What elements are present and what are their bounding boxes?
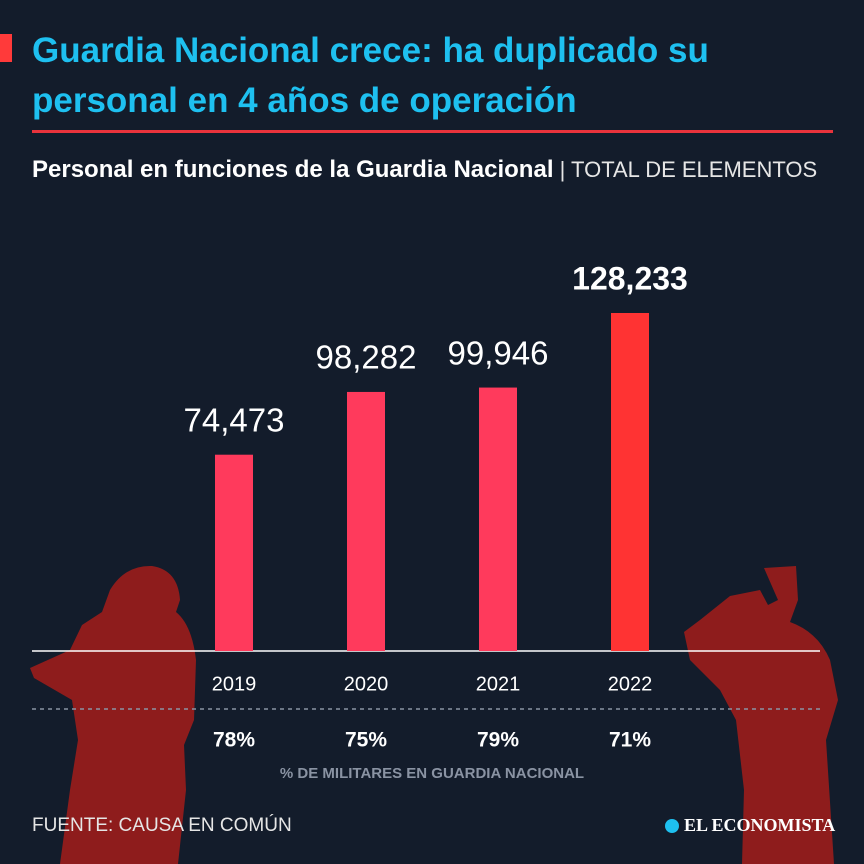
- brand-logo: [665, 819, 679, 833]
- share-value: 75%: [345, 729, 387, 752]
- brand: EL ECONOMISTA: [684, 815, 835, 835]
- share-value: 79%: [477, 729, 519, 752]
- bar: [611, 313, 649, 651]
- x-tick-label: 2021: [476, 673, 521, 695]
- soldier-left: [30, 565, 196, 864]
- title-rule: [32, 130, 833, 133]
- share-value: 71%: [609, 729, 651, 752]
- bar: [479, 387, 517, 651]
- x-tick-label: 2020: [344, 673, 389, 695]
- title-mark: [0, 34, 12, 62]
- value-label: 74,473: [184, 401, 285, 438]
- share-value: 78%: [213, 729, 255, 752]
- x-tick-label: 2019: [212, 673, 257, 695]
- unit: | TOTAL DE ELEMENTOS: [559, 157, 818, 182]
- chart-title: Guardia Nacional crece: ha duplicado su …: [32, 31, 709, 120]
- share-label: % DE MILITARES EN GUARDIA NACIONAL: [280, 765, 584, 782]
- x-tick-label: 2022: [608, 673, 653, 695]
- soldier-right: [684, 566, 838, 864]
- bar: [347, 391, 385, 651]
- subtitle-block: Personal en funciones de la Guardia Naci…: [32, 153, 832, 187]
- value-label: 99,946: [448, 334, 549, 371]
- bar: [215, 454, 253, 651]
- value-label: 98,282: [316, 339, 417, 376]
- value-label: 128,233: [572, 260, 688, 296]
- source: FUENTE: CAUSA EN COMÚN: [32, 814, 292, 836]
- subtitle: Personal en funciones de la Guardia Naci…: [32, 156, 554, 183]
